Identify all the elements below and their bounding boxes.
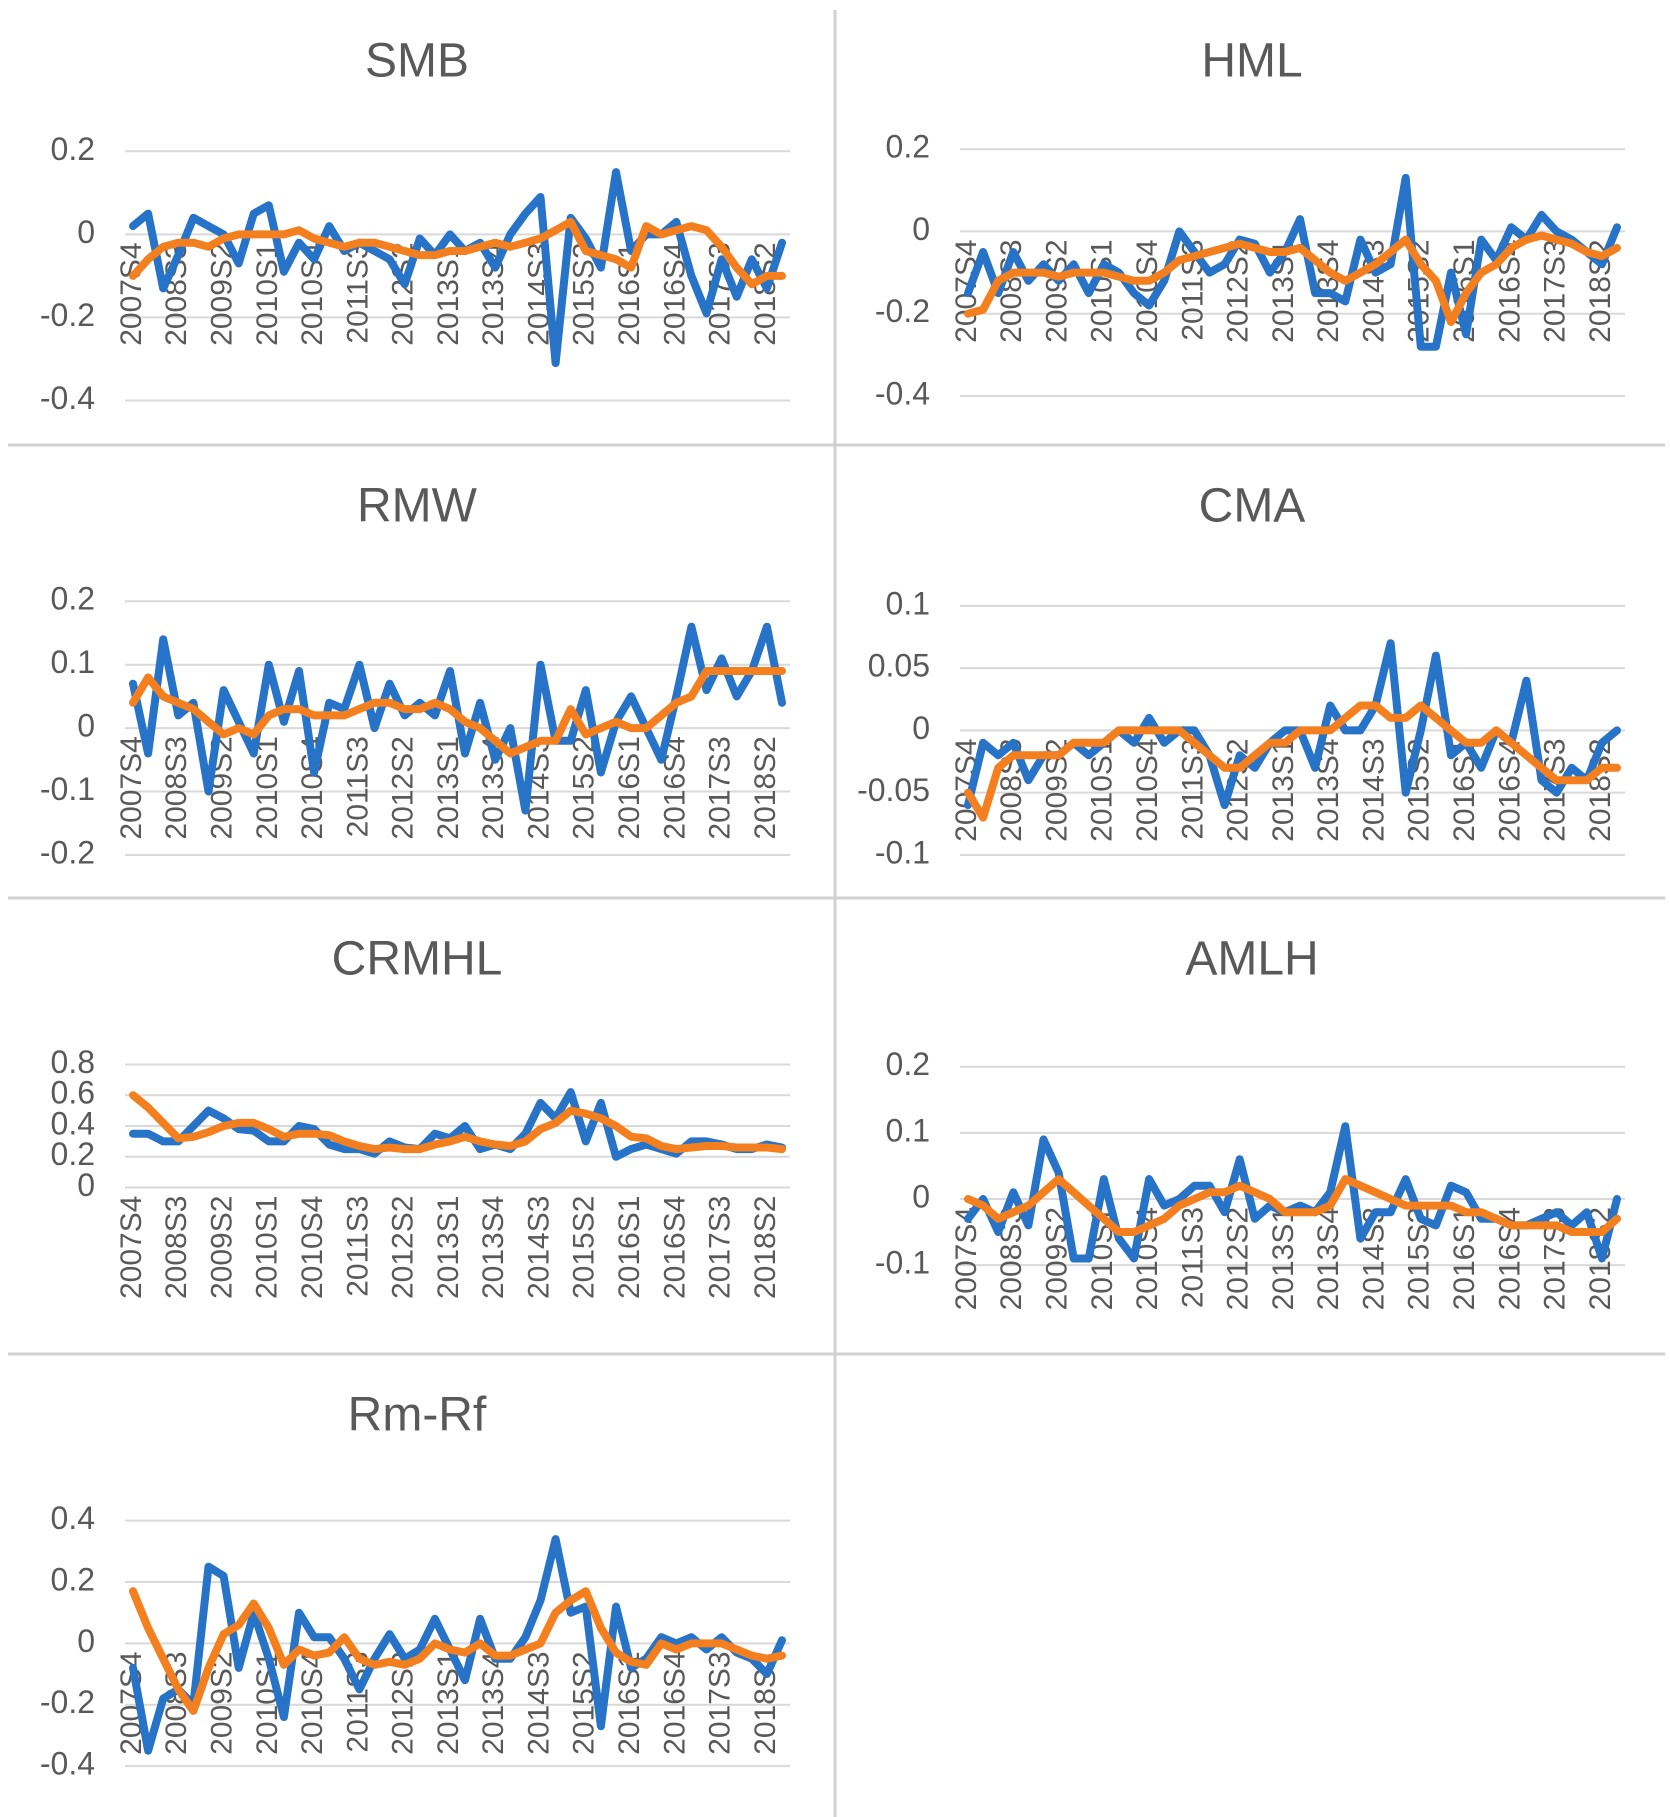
x-tick-label: 2017S3 — [704, 1651, 737, 1754]
x-tick-label: 2010S4 — [296, 1196, 329, 1299]
x-tick-label: 2007S4 — [115, 736, 148, 839]
y-tick-label: -0.4 — [40, 380, 95, 416]
y-tick-label: -0.2 — [40, 834, 95, 870]
x-tick-label: 2014S3 — [522, 1651, 555, 1754]
x-tick-label: 2008S3 — [160, 1196, 193, 1299]
x-tick-label: 2013S1 — [432, 1196, 465, 1299]
x-tick-label: 2010S1 — [251, 1196, 284, 1299]
x-tick-label: 2008S3 — [160, 736, 193, 839]
x-tick-label: 2007S4 — [115, 242, 148, 345]
x-tick-label: 2013S4 — [477, 1196, 510, 1299]
x-tick-label: 2011S3 — [341, 736, 374, 837]
chart-title: Rm-Rf — [348, 1389, 487, 1442]
x-tick-label: 2016S1 — [613, 736, 646, 839]
x-tick-label: 2013S1 — [432, 736, 465, 839]
y-tick-label: -0.1 — [875, 834, 930, 870]
y-tick-label: 0.4 — [51, 1500, 95, 1536]
y-tick-label: 0.4 — [51, 1105, 95, 1141]
x-tick-label: 2007S4 — [950, 1207, 983, 1310]
series-line — [129, 1091, 786, 1154]
chart-title: AMLH — [1185, 933, 1318, 986]
y-tick-label: 0.8 — [51, 1044, 95, 1080]
x-tick-label: 2016S4 — [658, 1196, 691, 1299]
chart-title: CMA — [1199, 480, 1306, 533]
x-tick-label: 2010S4 — [296, 1651, 329, 1754]
x-tick-label: 2007S4 — [115, 1196, 148, 1299]
series-line — [129, 168, 786, 368]
x-tick-label: 2014S3 — [522, 1196, 555, 1299]
x-tick-label: 2017S3 — [1539, 239, 1572, 342]
y-tick-label: 0 — [77, 214, 95, 250]
y-tick-label: 0.2 — [51, 1136, 95, 1172]
y-tick-label: 0.1 — [51, 644, 95, 680]
y-tick-label: 0 — [912, 1178, 930, 1214]
y-tick-label: 0 — [912, 211, 930, 247]
y-tick-label: 0 — [77, 1623, 95, 1659]
x-tick-label: 2018S2 — [749, 736, 782, 839]
x-tick-label: 2014S3 — [1357, 1207, 1390, 1310]
x-tick-label: 2012S2 — [387, 1651, 420, 1754]
x-tick-label: 2011S3 — [341, 1196, 374, 1297]
chart-title: RMW — [357, 480, 478, 533]
series-line — [964, 701, 1621, 822]
y-tick-label: 0.2 — [51, 1561, 95, 1597]
x-tick-label: 2013S1 — [432, 242, 465, 345]
x-tick-label: 2016S1 — [613, 1196, 646, 1299]
y-tick-label: -0.2 — [40, 1684, 95, 1720]
y-tick-label: 0.2 — [886, 129, 930, 165]
y-tick-label: -0.4 — [40, 1746, 95, 1782]
y-tick-label: 0 — [77, 708, 95, 744]
x-tick-label: 2012S2 — [387, 736, 420, 839]
series-line — [129, 1587, 786, 1715]
x-tick-label: 2009S2 — [205, 1196, 238, 1299]
y-tick-label: -0.4 — [875, 376, 930, 412]
x-tick-label: 2011S3 — [341, 242, 374, 343]
y-tick-label: 0.05 — [868, 648, 930, 684]
y-tick-label: 0.1 — [886, 585, 930, 621]
chart-title: HML — [1201, 35, 1302, 88]
y-tick-label: 0.2 — [51, 131, 95, 167]
y-tick-label: -0.1 — [875, 1245, 930, 1281]
series-line — [129, 667, 786, 758]
chart-title: SMB — [365, 35, 469, 88]
x-tick-label: 2015S2 — [568, 1196, 601, 1299]
x-tick-label: 2013S4 — [1312, 1207, 1345, 1310]
x-tick-label: 2010S4 — [1131, 738, 1164, 841]
y-tick-label: -0.2 — [875, 293, 930, 329]
series-line — [129, 1535, 786, 1755]
y-tick-label: -0.1 — [40, 771, 95, 807]
x-tick-label: 2012S2 — [387, 1196, 420, 1299]
x-tick-label: 2017S3 — [704, 736, 737, 839]
chart-title: CRMHL — [332, 933, 503, 986]
y-tick-label: 0.2 — [886, 1046, 930, 1082]
x-tick-label: 2014S3 — [1357, 738, 1390, 841]
y-tick-label: 0 — [77, 1167, 95, 1203]
y-tick-label: 0 — [912, 710, 930, 746]
series-line — [129, 217, 786, 289]
series-line — [964, 1175, 1621, 1236]
x-tick-label: 2009S2 — [1040, 239, 1073, 342]
x-tick-label: 2017S3 — [704, 1196, 737, 1299]
y-tick-label: 0.6 — [51, 1075, 95, 1111]
series-line — [129, 1088, 786, 1161]
x-tick-label: 2016S1 — [1448, 1207, 1481, 1310]
x-tick-label: 2018S2 — [749, 1196, 782, 1299]
series-line — [964, 231, 1621, 326]
y-tick-label: 0.2 — [51, 581, 95, 617]
x-tick-label: 2016S4 — [658, 1651, 691, 1754]
x-tick-label: 2013S1 — [1267, 1207, 1300, 1310]
x-tick-label: 2011S3 — [1176, 1207, 1209, 1308]
x-tick-label: 2013S1 — [1267, 738, 1300, 841]
x-tick-label: 2012S2 — [1222, 1207, 1255, 1310]
y-tick-label: -0.05 — [857, 772, 930, 808]
y-tick-label: -0.2 — [40, 297, 95, 333]
x-tick-label: 2013S4 — [477, 1651, 510, 1754]
y-tick-label: 0.1 — [886, 1112, 930, 1148]
